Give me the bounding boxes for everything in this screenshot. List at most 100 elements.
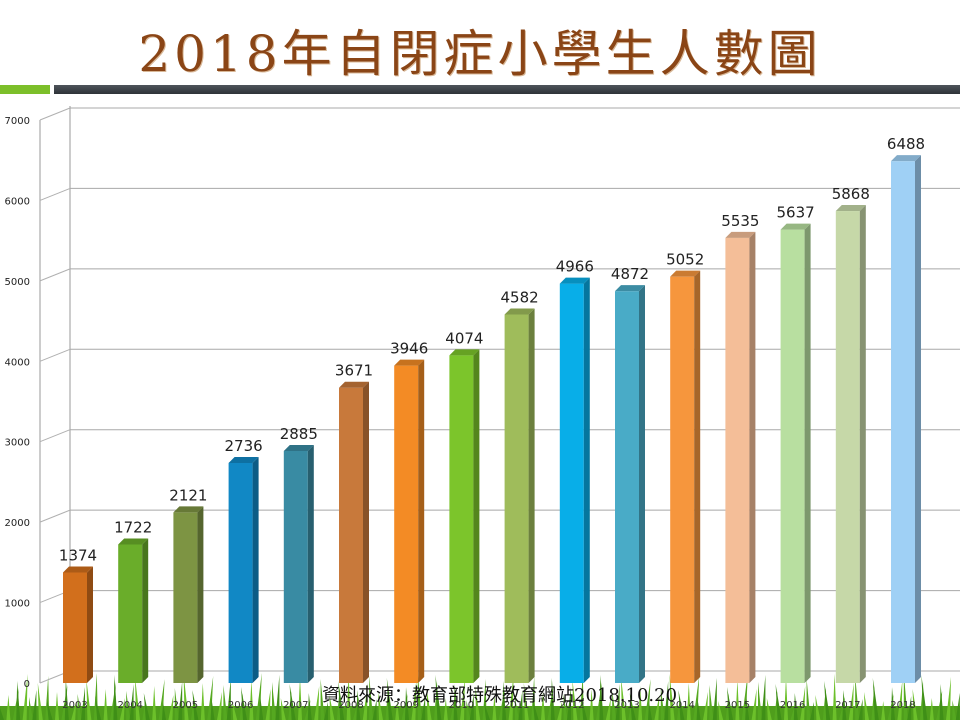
bar-side bbox=[87, 566, 93, 683]
data-label: 4966 bbox=[556, 258, 594, 276]
grass-blade bbox=[955, 693, 960, 720]
bar-front bbox=[283, 450, 308, 683]
bar-side bbox=[473, 349, 480, 683]
grass-blade bbox=[86, 680, 92, 720]
grass-blade bbox=[217, 692, 222, 720]
grass-blade bbox=[162, 702, 166, 720]
data-label: 3946 bbox=[390, 340, 428, 358]
grass-blade bbox=[329, 695, 335, 720]
grass-blade bbox=[952, 700, 957, 720]
bar-side bbox=[307, 444, 314, 683]
x-tick-label: 2010 bbox=[449, 700, 474, 711]
grass-blade bbox=[426, 689, 432, 720]
grass-blade bbox=[421, 696, 426, 720]
grass-blade bbox=[912, 689, 918, 720]
grass-blade bbox=[395, 701, 400, 720]
grass-blade bbox=[939, 684, 944, 720]
x-tick-label: 2009 bbox=[393, 700, 418, 711]
chart-title: 2018年自閉症小學生人數圖 bbox=[138, 25, 822, 83]
grass-blade bbox=[766, 698, 772, 720]
grass-blade bbox=[22, 674, 28, 720]
grass-blade bbox=[891, 687, 895, 720]
bar-2004 bbox=[118, 538, 149, 683]
grass-blade bbox=[572, 680, 578, 720]
grass-blade bbox=[921, 675, 928, 720]
grass-blade bbox=[417, 673, 422, 720]
bar-front bbox=[559, 283, 584, 683]
grass-blade bbox=[469, 693, 474, 720]
gridline-depth bbox=[39, 107, 71, 121]
bar-front bbox=[173, 512, 198, 683]
bar-side bbox=[639, 285, 645, 683]
grass-blade bbox=[386, 678, 393, 720]
grass-blade bbox=[848, 683, 854, 720]
bar-top bbox=[835, 205, 866, 212]
bar-2005 bbox=[173, 506, 204, 683]
y-tick-label: 0 bbox=[24, 679, 30, 690]
data-label: 5535 bbox=[721, 212, 759, 230]
grass-blade bbox=[907, 696, 912, 720]
grass-blade bbox=[718, 701, 724, 720]
grass-blade bbox=[475, 686, 481, 720]
bar-top bbox=[173, 506, 204, 513]
grass-blade bbox=[589, 689, 594, 720]
bar-front bbox=[449, 355, 474, 683]
grass-blade bbox=[64, 678, 69, 720]
grass-blade bbox=[307, 693, 312, 720]
grass-blade bbox=[29, 697, 33, 720]
grass-blade bbox=[143, 693, 150, 720]
bar-2007 bbox=[283, 444, 314, 683]
y-tick-label: 7000 bbox=[5, 116, 30, 127]
title-rule-accent bbox=[0, 85, 50, 94]
bar-top bbox=[228, 456, 259, 463]
grass-blade bbox=[686, 683, 691, 720]
grass-blade bbox=[369, 676, 374, 720]
grass-blade bbox=[16, 681, 21, 720]
grass-blade bbox=[660, 688, 665, 720]
bar-front bbox=[835, 211, 860, 683]
bar-top bbox=[615, 285, 645, 292]
x-tick-label: 2014 bbox=[669, 700, 694, 711]
y-tick-label: 2000 bbox=[5, 518, 30, 529]
grass-blade bbox=[745, 696, 750, 720]
grass-blade bbox=[508, 674, 514, 720]
grass-blade bbox=[411, 680, 417, 720]
gridline-depth bbox=[39, 509, 71, 523]
data-label: 4074 bbox=[445, 329, 483, 347]
gridline-depth bbox=[39, 348, 71, 362]
data-label: 4872 bbox=[611, 265, 649, 283]
grass-blade bbox=[703, 692, 708, 720]
data-label: 5052 bbox=[666, 251, 704, 269]
grass-blade bbox=[168, 695, 174, 720]
grass-blade bbox=[712, 678, 717, 720]
bar-front bbox=[615, 291, 639, 683]
source-note: 資料來源：教育部特殊教育網站2018.10.20 bbox=[322, 685, 678, 706]
bar-top bbox=[670, 270, 701, 277]
bar-side bbox=[804, 223, 811, 683]
bar-2011 bbox=[504, 308, 535, 683]
grass-blade bbox=[95, 696, 102, 720]
grass-blade bbox=[484, 702, 490, 720]
bar-front bbox=[118, 544, 143, 683]
bar-top bbox=[283, 444, 314, 451]
grass-blade bbox=[460, 677, 465, 720]
grass-blade bbox=[223, 685, 228, 720]
grass-blade bbox=[372, 699, 377, 720]
grass-blade bbox=[784, 677, 788, 720]
grass-blade bbox=[775, 684, 782, 720]
bar-front bbox=[394, 365, 419, 683]
bar-side bbox=[859, 205, 866, 683]
grass-blade bbox=[126, 691, 131, 720]
bar-front bbox=[670, 276, 695, 683]
grass-blade bbox=[346, 674, 351, 720]
data-label: 6488 bbox=[887, 135, 925, 153]
grass-blade bbox=[249, 680, 254, 720]
gridline-depth bbox=[39, 268, 71, 282]
data-label: 1722 bbox=[114, 519, 152, 537]
grass-blade bbox=[275, 675, 280, 720]
grass-blade bbox=[324, 702, 328, 720]
x-tick-label: 2018 bbox=[890, 700, 915, 711]
bar-top bbox=[394, 359, 425, 366]
grass-blade bbox=[226, 678, 231, 720]
grass-blade bbox=[265, 689, 271, 720]
